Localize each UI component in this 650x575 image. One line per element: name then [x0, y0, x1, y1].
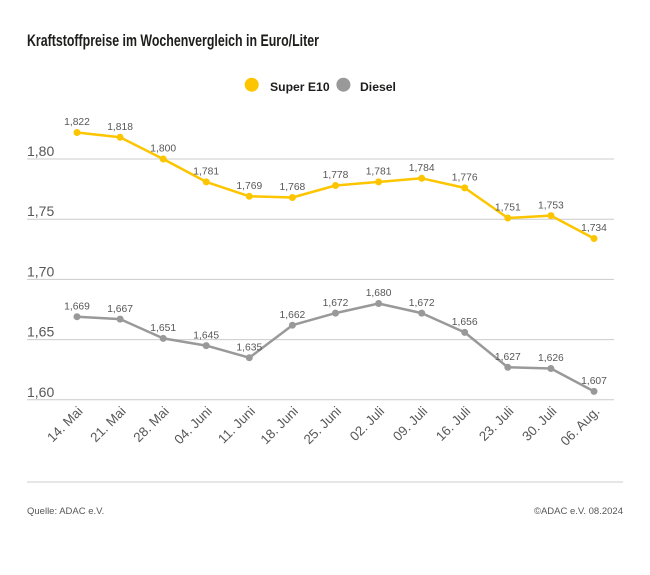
- svg-text:1,70: 1,70: [27, 263, 54, 279]
- svg-text:1,645: 1,645: [193, 330, 219, 341]
- svg-text:1,753: 1,753: [538, 200, 564, 211]
- svg-text:1,667: 1,667: [107, 304, 133, 315]
- svg-text:1,672: 1,672: [409, 298, 435, 309]
- svg-text:1,751: 1,751: [495, 203, 521, 214]
- svg-text:1,672: 1,672: [323, 298, 349, 309]
- svg-text:1,822: 1,822: [64, 117, 90, 128]
- svg-text:1,626: 1,626: [538, 353, 564, 364]
- svg-text:Quelle: ADAC e.V.: Quelle: ADAC e.V.: [27, 506, 104, 517]
- svg-text:1,818: 1,818: [107, 122, 133, 133]
- svg-text:1,800: 1,800: [150, 144, 176, 155]
- svg-text:1,781: 1,781: [193, 167, 219, 178]
- svg-text:1,778: 1,778: [323, 170, 349, 181]
- svg-text:Kraftstoffpreise im Wochenverg: Kraftstoffpreise im Wochenvergleich in E…: [27, 32, 319, 50]
- svg-text:Super E10: Super E10: [270, 80, 330, 94]
- svg-text:1,656: 1,656: [452, 317, 478, 328]
- svg-text:©ADAC e.V. 08.2024: ©ADAC e.V. 08.2024: [534, 506, 623, 517]
- svg-text:1,635: 1,635: [236, 342, 262, 353]
- svg-text:1,734: 1,734: [581, 223, 607, 234]
- svg-text:1,60: 1,60: [27, 384, 54, 400]
- svg-text:1,768: 1,768: [280, 182, 306, 193]
- svg-text:1,776: 1,776: [452, 173, 478, 184]
- svg-text:1,781: 1,781: [366, 167, 392, 178]
- svg-text:1,784: 1,784: [409, 163, 435, 174]
- svg-text:1,651: 1,651: [150, 323, 176, 334]
- svg-text:1,80: 1,80: [27, 143, 54, 159]
- svg-text:1,669: 1,669: [64, 301, 90, 312]
- svg-text:1,607: 1,607: [581, 376, 607, 387]
- svg-text:1,65: 1,65: [27, 324, 54, 340]
- svg-text:1,680: 1,680: [366, 288, 392, 299]
- svg-text:1,75: 1,75: [27, 203, 54, 219]
- svg-text:1,769: 1,769: [236, 181, 262, 192]
- svg-text:1,627: 1,627: [495, 352, 521, 363]
- svg-text:1,662: 1,662: [280, 310, 306, 321]
- svg-text:Diesel: Diesel: [360, 80, 396, 94]
